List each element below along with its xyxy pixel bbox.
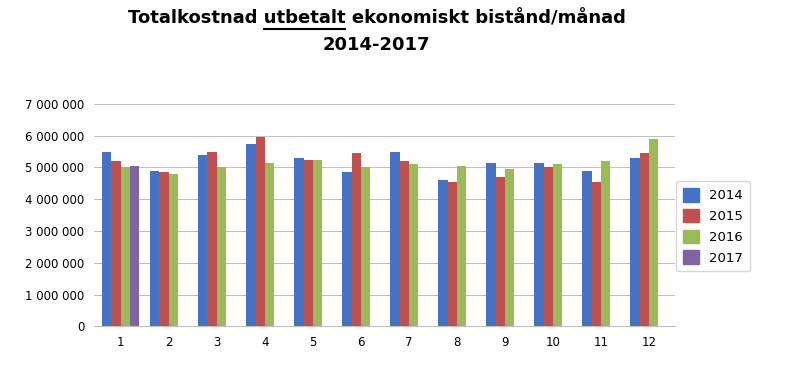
Legend: 2014, 2015, 2016, 2017: 2014, 2015, 2016, 2017 xyxy=(677,181,750,271)
Bar xyxy=(304,160,312,326)
Bar xyxy=(553,164,562,326)
Bar xyxy=(102,152,111,326)
Bar xyxy=(447,182,457,326)
Bar xyxy=(159,172,169,326)
Bar xyxy=(457,166,466,326)
Bar xyxy=(592,182,601,326)
Bar xyxy=(199,155,207,326)
Bar xyxy=(342,172,352,326)
Bar xyxy=(505,169,514,326)
Bar xyxy=(487,163,495,326)
Bar xyxy=(640,153,648,326)
Bar xyxy=(246,144,255,326)
Bar xyxy=(543,167,553,326)
Bar xyxy=(601,161,610,326)
Bar xyxy=(400,161,409,326)
Bar xyxy=(438,180,447,326)
Bar xyxy=(312,160,322,326)
Bar xyxy=(121,167,130,326)
Bar xyxy=(294,158,304,326)
Bar xyxy=(111,161,121,326)
Text: 2014-2017: 2014-2017 xyxy=(323,36,430,54)
Bar xyxy=(535,163,543,326)
Bar xyxy=(390,152,400,326)
Bar xyxy=(255,137,265,326)
Text: Totalkostnad utbetalt ekonomiskt bistånd/månad: Totalkostnad utbetalt ekonomiskt bistånd… xyxy=(128,10,626,28)
Bar xyxy=(151,171,159,326)
Bar xyxy=(217,167,226,326)
Bar xyxy=(495,177,505,326)
Bar xyxy=(409,164,418,326)
Bar xyxy=(648,139,658,326)
Bar xyxy=(130,166,139,326)
Bar xyxy=(360,167,370,326)
Bar xyxy=(207,152,217,326)
Bar xyxy=(352,153,360,326)
Bar xyxy=(265,163,274,326)
Bar xyxy=(630,158,640,326)
Bar xyxy=(169,174,177,326)
Bar xyxy=(582,171,592,326)
